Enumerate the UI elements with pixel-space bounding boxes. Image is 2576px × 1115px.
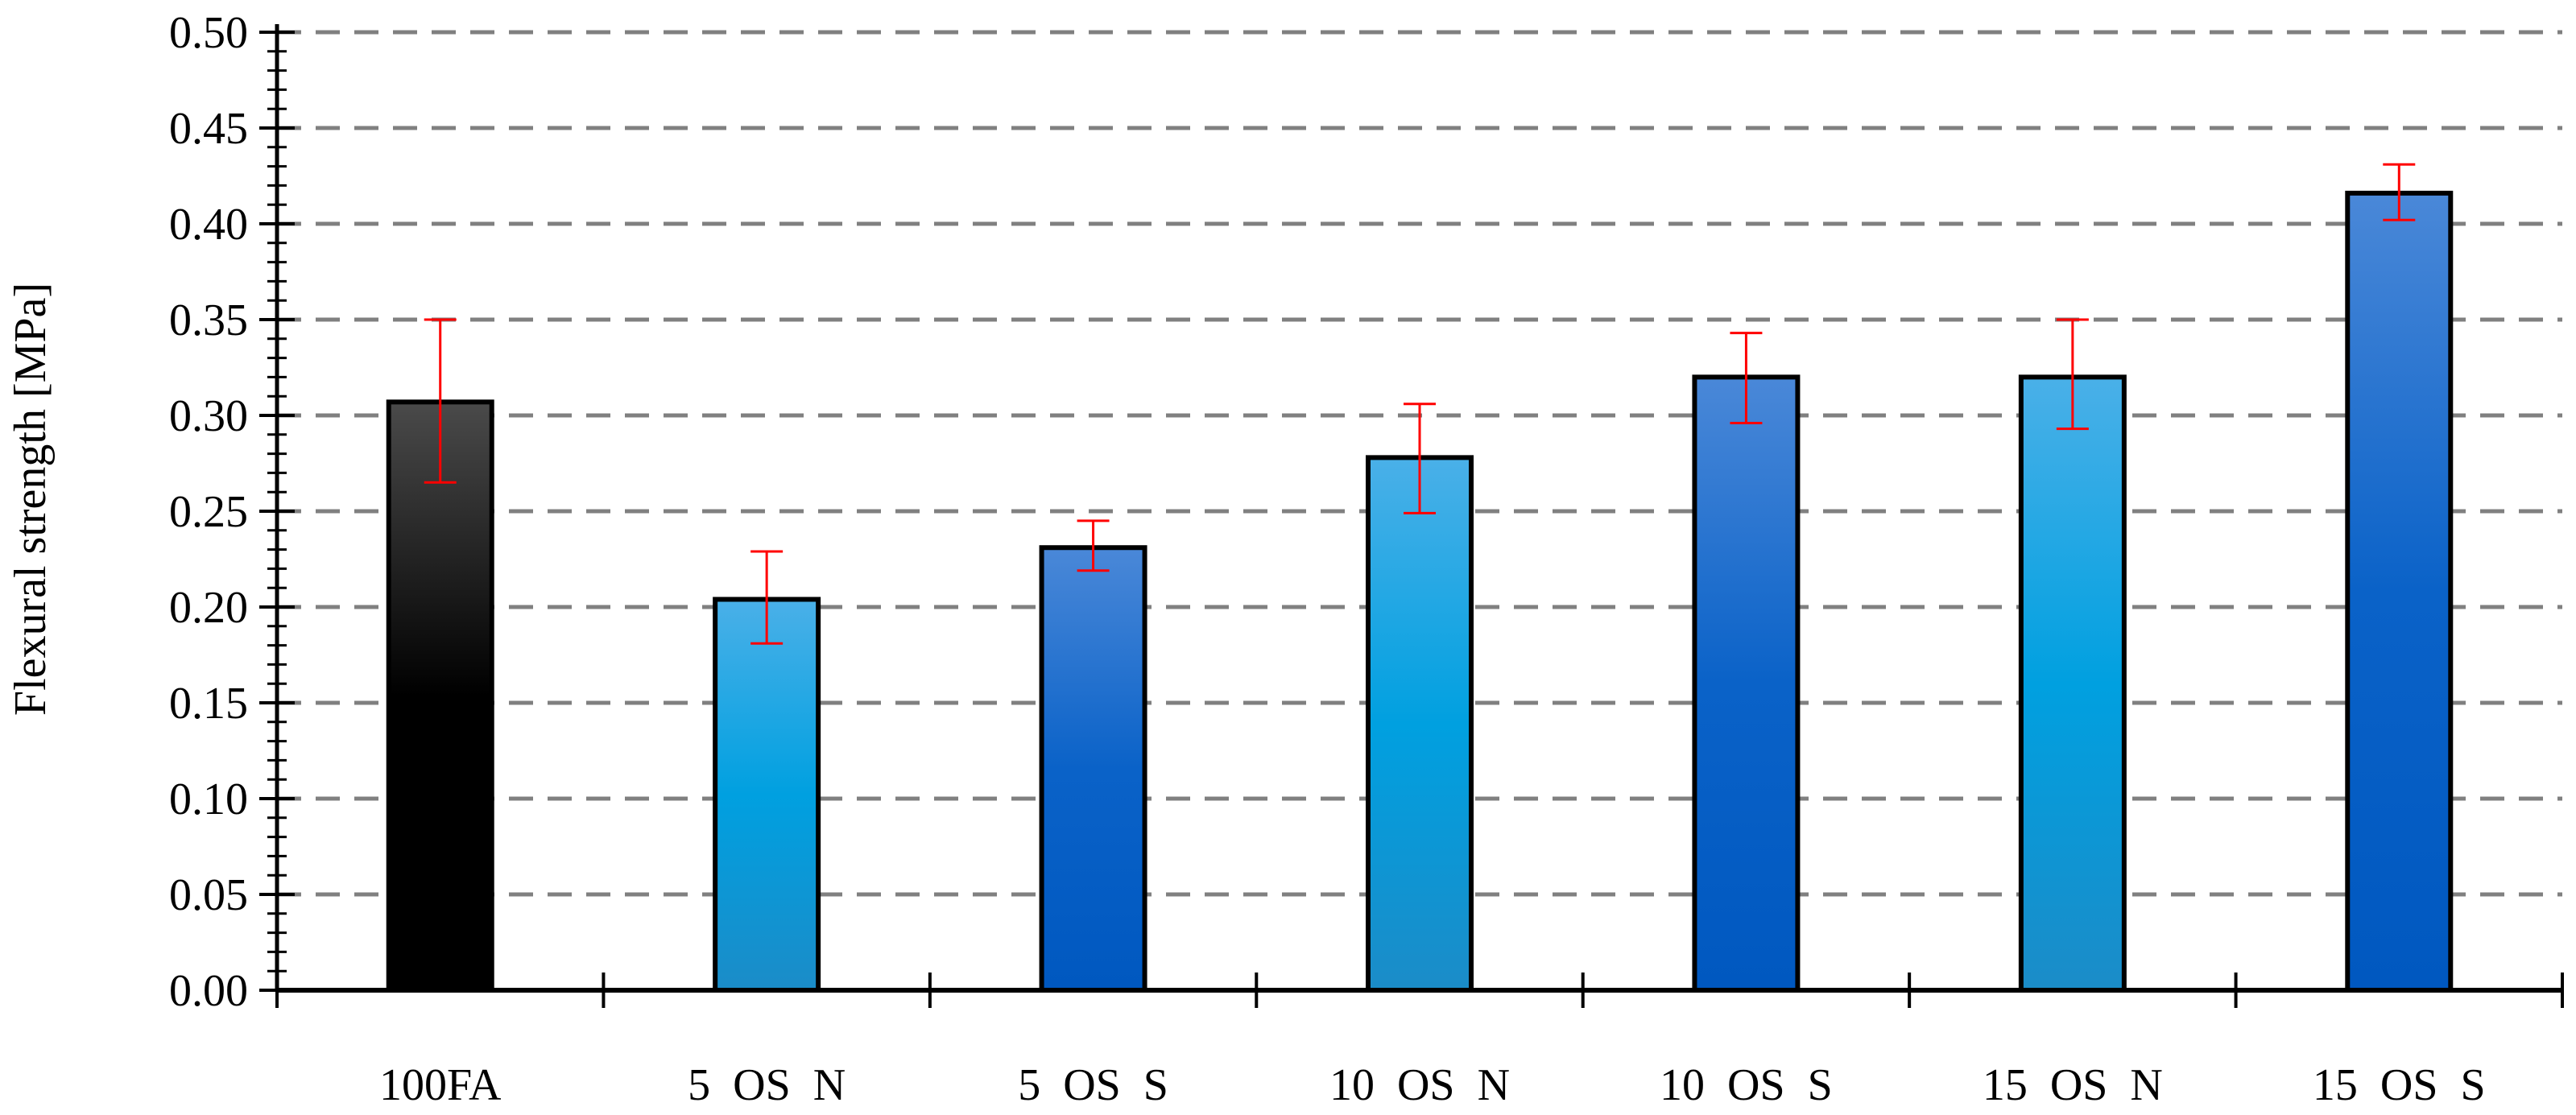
x-category-label: 10 OS N — [1329, 1060, 1510, 1110]
y-tick-labels: 0.00 0.05 0.10 0.15 0.20 0.25 0.30 0.35 0.40 0.45… — [169, 8, 248, 1016]
bar — [2018, 374, 2127, 993]
y-tick-label: 0.00 — [169, 966, 248, 1016]
bar — [2345, 190, 2454, 993]
axes — [259, 24, 2564, 1008]
bar — [713, 597, 821, 993]
x-category-label: 5 OS S — [1018, 1060, 1168, 1110]
bar — [1366, 455, 1474, 993]
error-bars — [424, 163, 2416, 645]
y-tick-label: 0.10 — [169, 774, 248, 824]
x-category-label: 15 OS N — [1983, 1060, 2163, 1110]
y-tick-label: 0.05 — [169, 870, 248, 920]
y-tick-label: 0.30 — [169, 391, 248, 441]
y-tick-label: 0.50 — [169, 8, 248, 58]
y-tick-label: 0.15 — [169, 679, 248, 729]
y-tick-label: 0.45 — [169, 104, 248, 154]
x-category-label: 15 OS S — [2313, 1060, 2486, 1110]
y-tick-label: 0.25 — [169, 487, 248, 537]
bar — [386, 399, 494, 993]
y-tick-label: 0.20 — [169, 583, 248, 633]
x-category-label: 100FA — [379, 1060, 502, 1110]
y-tick-label: 0.35 — [169, 295, 248, 345]
x-category-label: 5 OS N — [688, 1060, 846, 1110]
bar — [1692, 374, 1801, 993]
x-category-labels: 100FA 5 OS N 5 OS S 10 OS N 10 OS S 15 OS N 15… — [379, 1060, 2486, 1110]
y-tick-label: 0.40 — [169, 200, 248, 250]
bars — [386, 190, 2454, 993]
x-category-label: 10 OS S — [1660, 1060, 1833, 1110]
bar — [1039, 545, 1147, 993]
y-axis-title: Flexural strength [MPa] — [6, 283, 56, 716]
